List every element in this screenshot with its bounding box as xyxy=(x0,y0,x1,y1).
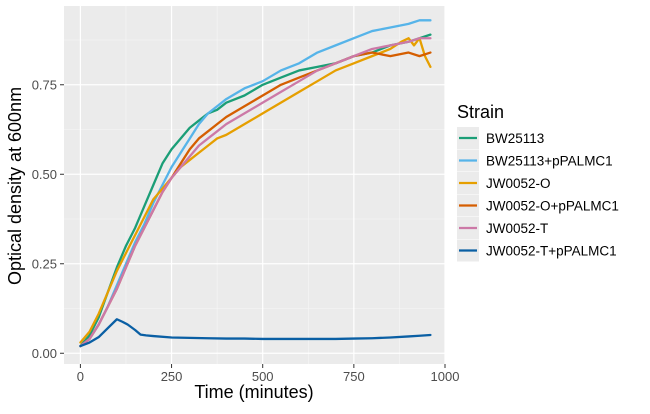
x-tick-label: 1000 xyxy=(431,369,460,384)
legend: Strain BW25113 BW25113+pPALMC1 JW0052-O JW0… xyxy=(457,102,619,262)
y-tick-label: 0.25 xyxy=(32,256,57,271)
legend-label: JW0052-O xyxy=(486,176,551,191)
y-tick-label: 0.50 xyxy=(32,167,57,182)
legend-label: BW25113 xyxy=(486,131,544,146)
legend-label: JW0052-O+pPALMC1 xyxy=(486,199,619,214)
x-axis: 0 250 500 750 1000 xyxy=(77,364,460,384)
legend-label: JW0052-T xyxy=(486,221,548,236)
grid-minor xyxy=(64,6,445,364)
x-tick-label: 500 xyxy=(252,369,274,384)
y-tick-label: 0.75 xyxy=(32,77,57,92)
plot-panel xyxy=(64,6,445,364)
x-tick-label: 750 xyxy=(343,369,365,384)
x-tick-label: 250 xyxy=(161,369,183,384)
series-line-bw25113-ppalmc1 xyxy=(79,19,432,348)
legend-label: JW0052-T+pPALMC1 xyxy=(486,244,617,259)
legend-label: BW25113+pPALMC1 xyxy=(486,154,613,169)
series-line-jw0052-t-ppalmc1 xyxy=(79,318,432,348)
y-axis: 0.00 0.25 0.50 0.75 xyxy=(32,77,64,361)
legend-items: BW25113 BW25113+pPALMC1 JW0052-O JW0052-O+p… xyxy=(457,127,619,262)
legend-title: Strain xyxy=(457,102,504,122)
x-axis-label: Time (minutes) xyxy=(194,382,313,402)
y-axis-label: Optical density at 600nm xyxy=(5,87,25,285)
y-tick-label: 0.00 xyxy=(32,346,57,361)
series-line-jw0052-t xyxy=(79,37,432,348)
series-lines xyxy=(79,19,432,348)
x-tick-label: 0 xyxy=(77,369,84,384)
